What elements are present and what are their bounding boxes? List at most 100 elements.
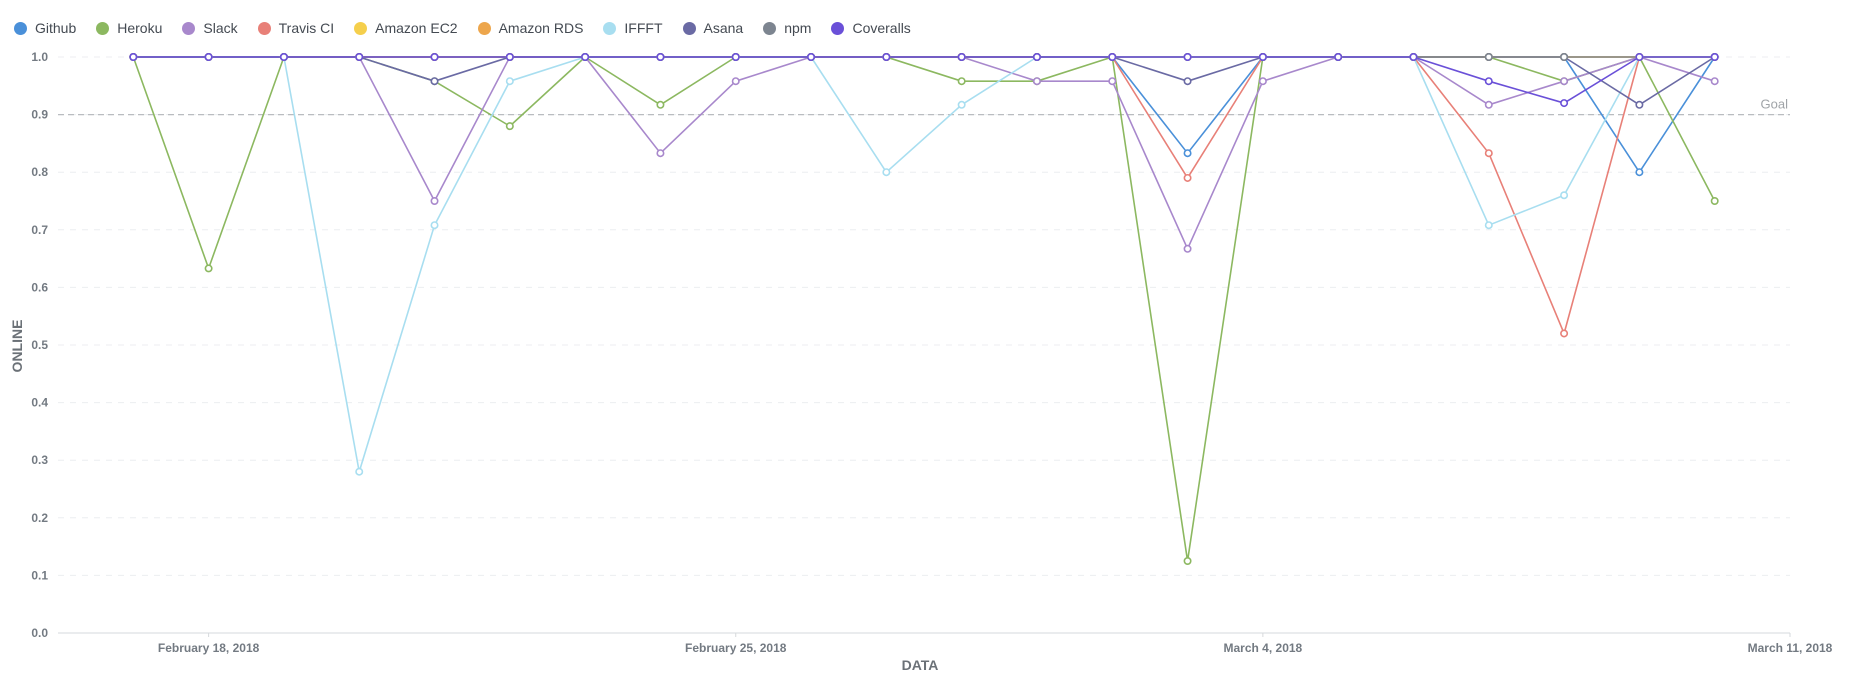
legend-label: Amazon RDS xyxy=(498,20,584,36)
data-point[interactable] xyxy=(1183,77,1192,86)
data-point[interactable] xyxy=(1484,100,1493,109)
data-point[interactable] xyxy=(1183,556,1192,565)
legend-swatch xyxy=(682,21,696,35)
data-point[interactable] xyxy=(1635,100,1644,109)
data-point[interactable] xyxy=(1258,52,1267,61)
data-point[interactable] xyxy=(1635,52,1644,61)
legend-swatch xyxy=(257,21,271,35)
data-point[interactable] xyxy=(430,77,439,86)
legend-label: npm xyxy=(784,20,812,36)
data-point[interactable] xyxy=(1334,52,1343,61)
legend-swatch xyxy=(182,21,196,35)
chart-legend: Github Heroku Slack Travis CI Amazon EC2 Amaz… xyxy=(14,18,931,38)
data-point[interactable] xyxy=(1560,191,1569,200)
legend-swatch xyxy=(831,21,845,35)
data-point[interactable] xyxy=(1032,52,1041,61)
data-point[interactable] xyxy=(430,221,439,230)
data-point[interactable] xyxy=(1108,77,1117,86)
y-tick-label: 0.1 xyxy=(31,568,48,582)
data-point[interactable] xyxy=(129,52,138,61)
data-point[interactable] xyxy=(279,52,288,61)
data-point[interactable] xyxy=(1710,77,1719,86)
y-tick-label: 1.0 xyxy=(31,50,48,64)
grid-lines xyxy=(58,56,1790,634)
data-point[interactable] xyxy=(581,52,590,61)
data-point[interactable] xyxy=(1108,52,1117,61)
data-point[interactable] xyxy=(505,52,514,61)
data-point[interactable] xyxy=(1484,149,1493,158)
data-point[interactable] xyxy=(656,149,665,158)
legend-item[interactable]: npm xyxy=(763,20,811,36)
series-line xyxy=(133,56,1715,104)
data-point[interactable] xyxy=(355,467,364,476)
data-point[interactable] xyxy=(1710,52,1719,61)
data-point[interactable] xyxy=(1635,168,1644,177)
data-point[interactable] xyxy=(1183,244,1192,253)
legend-item[interactable]: Travis CI xyxy=(257,20,335,36)
data-point[interactable] xyxy=(1409,52,1418,61)
y-tick-label: 0.3 xyxy=(31,453,48,467)
data-point[interactable] xyxy=(1560,99,1569,108)
goal-line-group: Goal xyxy=(58,97,1790,116)
y-tick-label: 0.5 xyxy=(31,338,48,352)
data-point[interactable] xyxy=(882,168,891,177)
x-tick-label: March 11, 2018 xyxy=(1748,641,1833,655)
data-point[interactable] xyxy=(731,77,740,86)
data-point[interactable] xyxy=(1183,149,1192,158)
legend-item[interactable]: IFFFT xyxy=(603,20,663,36)
data-point[interactable] xyxy=(1183,173,1192,182)
legend-item[interactable]: Amazon RDS xyxy=(477,20,584,36)
legend-item[interactable]: Coveralls xyxy=(831,20,911,36)
data-point[interactable] xyxy=(882,52,891,61)
data-point[interactable] xyxy=(656,52,665,61)
data-point[interactable] xyxy=(957,52,966,61)
data-point[interactable] xyxy=(1560,77,1569,86)
legend-swatch xyxy=(763,21,777,35)
legend-label: Amazon EC2 xyxy=(375,20,458,36)
data-point[interactable] xyxy=(1484,77,1493,86)
data-point[interactable] xyxy=(505,77,514,86)
data-point[interactable] xyxy=(1560,52,1569,61)
legend-swatch xyxy=(477,21,491,35)
data-point[interactable] xyxy=(731,52,740,61)
y-tick-label: 0.0 xyxy=(31,626,48,640)
legend-item[interactable]: Heroku xyxy=(96,20,162,36)
data-point[interactable] xyxy=(1032,77,1041,86)
data-point[interactable] xyxy=(1484,221,1493,230)
data-point[interactable] xyxy=(957,77,966,86)
y-axis-title: ONLINE xyxy=(9,320,25,373)
legend-item[interactable]: Asana xyxy=(682,20,743,36)
data-point[interactable] xyxy=(204,52,213,61)
legend-label: Slack xyxy=(203,20,238,36)
y-tick-label: 0.4 xyxy=(31,396,48,410)
legend-label: Travis CI xyxy=(278,20,335,36)
series-line xyxy=(132,56,1716,562)
data-point[interactable] xyxy=(807,52,816,61)
y-axis-ticks: 0.0 0.1 0.2 0.3 0.4 0.5 0.6 0.7 0.8 0.9 1.0 xyxy=(31,50,48,640)
legend-item[interactable]: Amazon EC2 xyxy=(354,20,458,36)
data-point[interactable] xyxy=(355,52,364,61)
data-point[interactable] xyxy=(430,197,439,206)
data-point[interactable] xyxy=(656,100,665,109)
data-point[interactable] xyxy=(430,52,439,61)
legend-item[interactable]: Github xyxy=(14,20,76,36)
x-tick-label: February 18, 2018 xyxy=(158,641,260,655)
data-point[interactable] xyxy=(957,100,966,109)
y-tick-label: 0.7 xyxy=(31,223,48,237)
legend-swatch xyxy=(354,21,368,35)
data-point[interactable] xyxy=(204,264,213,273)
data-point[interactable] xyxy=(1484,52,1493,61)
series-line xyxy=(133,56,1715,250)
data-point[interactable] xyxy=(1183,52,1192,61)
y-tick-label: 0.8 xyxy=(31,165,48,179)
series-markers xyxy=(129,52,1719,565)
x-tick-label: March 4, 2018 xyxy=(1224,641,1303,655)
x-axis-ticks: February 18, 2018 February 25, 2018 March … xyxy=(158,633,1833,655)
data-point[interactable] xyxy=(1258,77,1267,86)
legend-label: Github xyxy=(35,20,77,36)
data-point[interactable] xyxy=(505,122,514,131)
data-point[interactable] xyxy=(1710,197,1719,206)
data-point[interactable] xyxy=(1560,329,1569,338)
legend-item[interactable]: Slack xyxy=(182,20,238,36)
